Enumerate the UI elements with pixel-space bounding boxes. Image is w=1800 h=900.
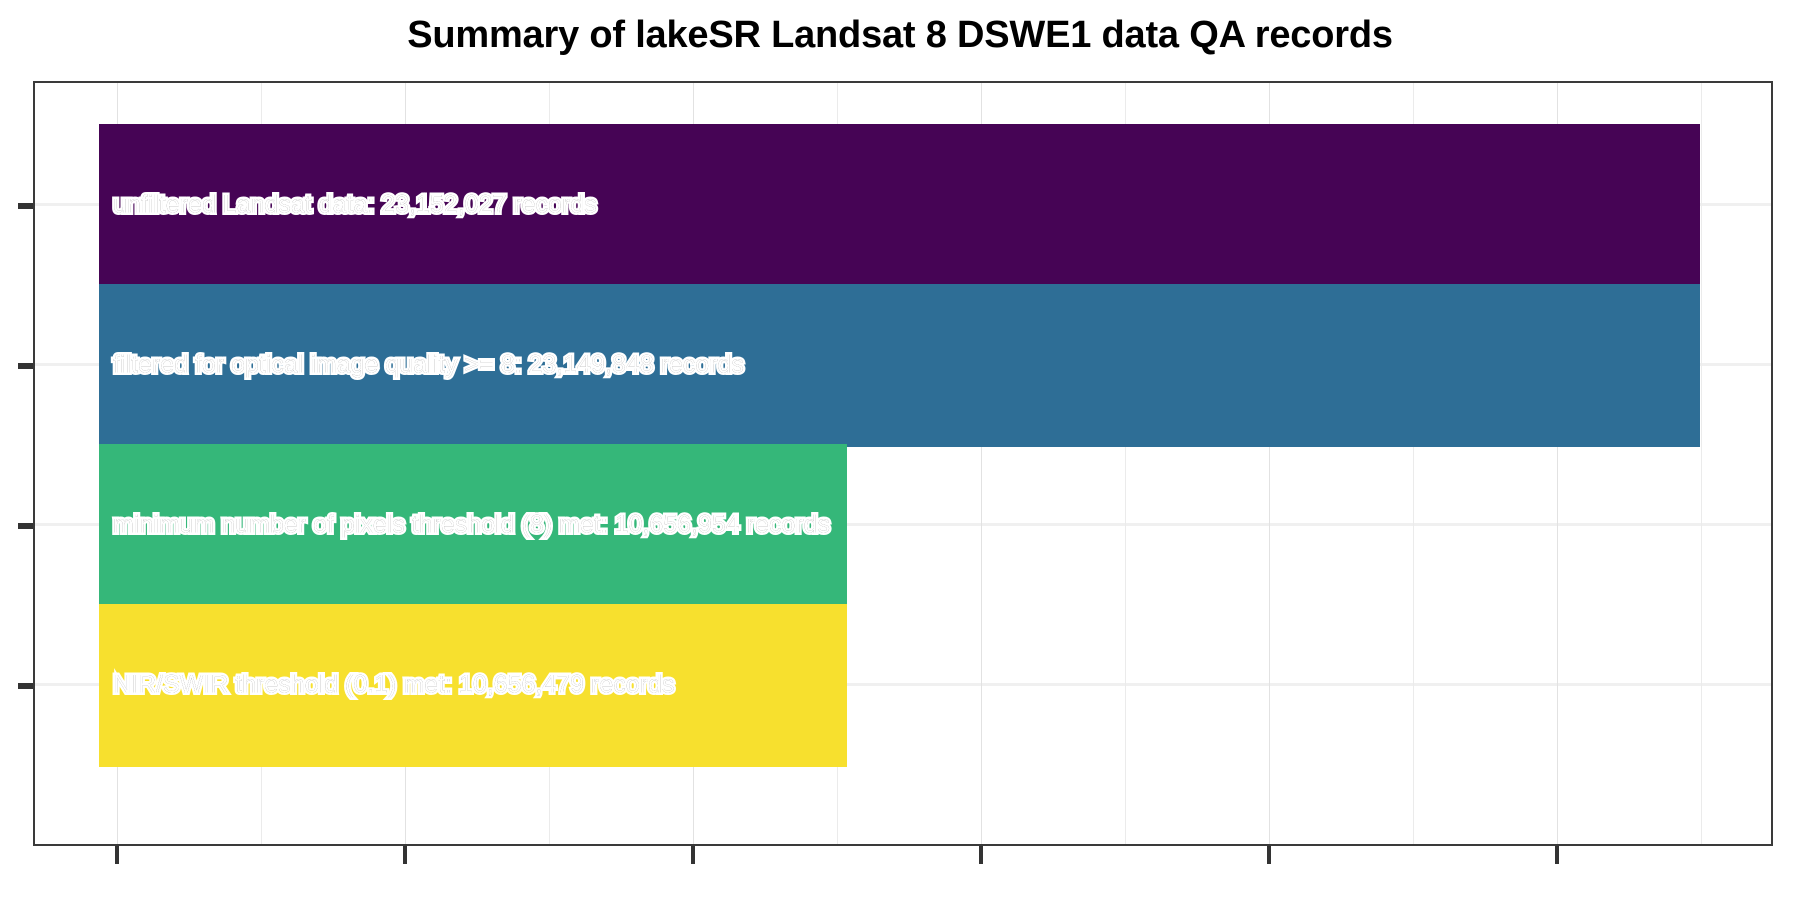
x-axis-tick [403,846,407,864]
gridline-horizontal [35,523,1771,526]
x-axis-tick [1267,846,1271,864]
gridline-horizontal [35,683,1771,686]
bar[interactable] [99,444,847,607]
gridline-vertical [1125,83,1126,844]
bar-label: minimum number of pixels threshold (8) m… [113,510,830,539]
y-axis-tick [18,363,33,369]
plot-panel: unfiltered Landsat data: 23,152,027 reco… [33,81,1773,846]
gridline-vertical-major [981,83,982,844]
x-axis-tick [691,846,695,864]
y-axis-tick [18,523,33,529]
gridline-vertical-major [1557,83,1558,844]
bar-label-halo: filtered for optical image quality >= 8:… [111,350,747,380]
bar-label-halo: minimum number of pixels threshold (8) m… [111,510,833,540]
bar-label-halo: NIR/SWIR threshold (0.1) met: 10,656,479… [110,670,676,700]
gridline-vertical [1701,83,1702,844]
bar[interactable] [99,604,847,767]
x-axis-tick [979,846,983,864]
bar-label-halo: unfiltered Landsat data: 23,152,027 reco… [111,190,600,220]
gridline-vertical-major [1269,83,1270,844]
bar-label: unfiltered Landsat data: 23,152,027 reco… [113,190,597,219]
chart-title: Summary of lakeSR Landsat 8 DSWE1 data Q… [407,14,1393,56]
bar[interactable] [99,124,1700,287]
y-axis-tick [18,203,33,209]
x-axis-tick [115,846,119,864]
bar-label: filtered for optical image quality >= 8:… [113,350,744,379]
x-axis-tick [1555,846,1559,864]
gridline-vertical [1413,83,1414,844]
bar[interactable] [99,284,1700,447]
bar-label: NIR/SWIR threshold (0.1) met: 10,656,479… [113,670,675,699]
y-axis-tick [18,683,33,689]
